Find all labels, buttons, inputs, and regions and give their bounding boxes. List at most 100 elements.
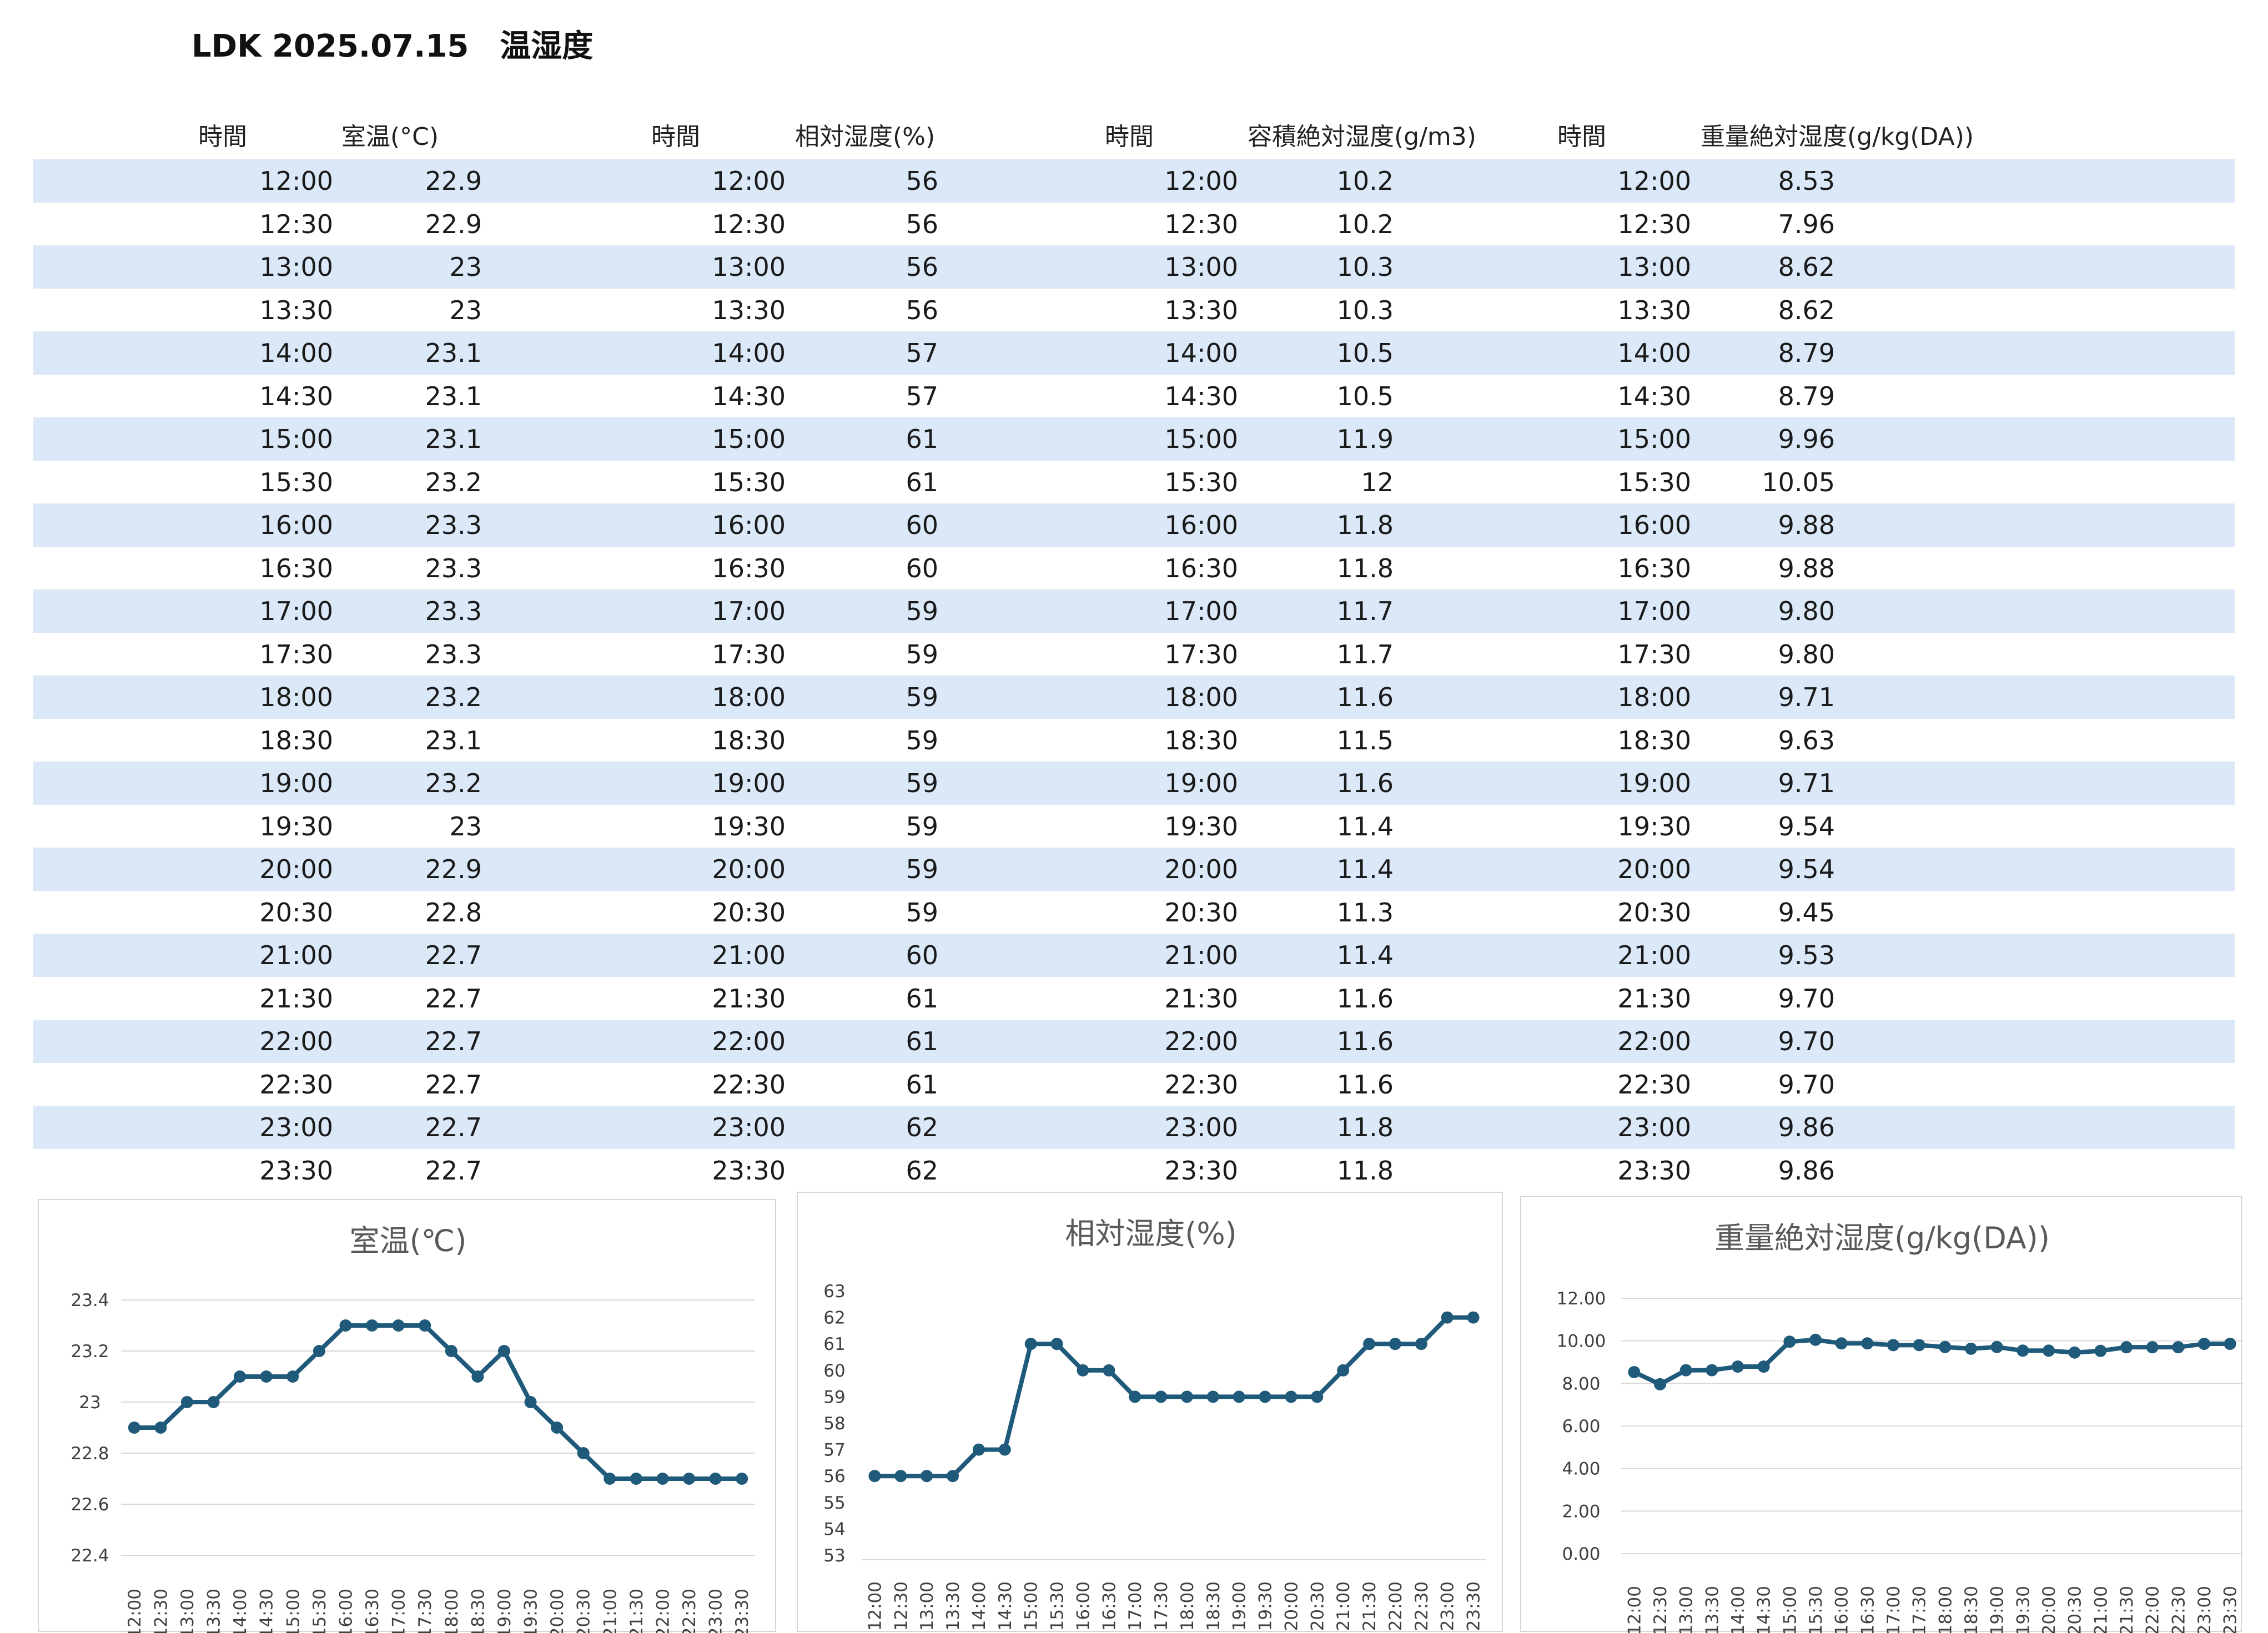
table-cell: 22.8 [425, 897, 482, 928]
x-tick-label: 20:30 [2065, 1586, 2085, 1633]
table-cell: 16:00 [1164, 510, 1238, 540]
data-point [1783, 1335, 1796, 1348]
table-cell: 61 [906, 983, 938, 1014]
chart-svg: 相対湿度(%) 63 62 61 60 59 58 57 56 55 54 53 12:00 12:30 1… [823, 1216, 1486, 1631]
table-cell: 18:00 [712, 682, 786, 712]
table-cell: 12:30 [712, 209, 786, 239]
table-cell: 20:30 [712, 897, 786, 928]
x-tick-label: 21:00 [2091, 1586, 2111, 1633]
table-cell: 11.6 [1336, 1026, 1394, 1056]
table-cell: 16:00 [259, 510, 333, 540]
table-cell: 8.53 [1778, 166, 1835, 196]
x-tick-label: 12:00 [1625, 1586, 1645, 1633]
table-cell: 21:00 [259, 940, 333, 970]
x-tick-label: 16:30 [363, 1589, 383, 1633]
table-cell: 13:00 [1617, 252, 1691, 282]
table-cell: 15:00 [712, 424, 786, 454]
data-point [1103, 1364, 1115, 1377]
table-cell: 11.4 [1336, 854, 1394, 884]
y-tick-label: 61 [823, 1334, 845, 1354]
data-point [1311, 1390, 1324, 1403]
x-tick-label: 16:30 [1099, 1581, 1119, 1631]
table-cell: 17:30 [1617, 639, 1691, 669]
x-tick-label: 22:00 [653, 1589, 673, 1633]
data-point [1706, 1364, 1718, 1377]
table-cell: 18:30 [712, 725, 786, 755]
data-point [1285, 1390, 1298, 1403]
table-cell: 9.80 [1778, 596, 1835, 626]
table-cell: 15:00 [1164, 424, 1238, 454]
table-cell: 62 [906, 1155, 938, 1186]
x-tick-label: 18:30 [1204, 1581, 1224, 1631]
table-cell: 57 [906, 338, 938, 368]
table-cell: 17:00 [259, 596, 333, 626]
x-tick-label: 22:30 [1412, 1581, 1432, 1631]
table-cell: 9.71 [1778, 682, 1835, 712]
x-tick-label: 17:30 [1151, 1581, 1171, 1631]
table-cell: 17:30 [712, 639, 786, 669]
data-point [524, 1396, 537, 1408]
table-cell: 14:00 [1164, 338, 1238, 368]
x-tick-label: 18:00 [1178, 1581, 1198, 1631]
table-cell: 18:00 [1617, 682, 1691, 712]
data-point [972, 1443, 985, 1456]
data-point [2120, 1341, 2133, 1354]
row-stripe [33, 503, 2235, 547]
table-cell: 57 [906, 381, 938, 411]
table-cell: 16:30 [1164, 553, 1238, 583]
table-cell: 61 [906, 1069, 938, 1100]
table-cell: 15:00 [1617, 424, 1691, 454]
data-point [1757, 1360, 1770, 1373]
table-cell: 19:30 [1617, 811, 1691, 841]
data-point [1467, 1311, 1480, 1324]
table-cell: 61 [906, 1026, 938, 1056]
table-cell: 14:30 [1617, 381, 1691, 411]
table-cell: 11.6 [1336, 682, 1394, 712]
table-cell: 11.9 [1336, 424, 1394, 454]
table-cell: 18:00 [1164, 682, 1238, 712]
table-cell: 9.88 [1778, 510, 1835, 540]
table-cell: 22.7 [425, 983, 482, 1014]
data-point [1628, 1366, 1641, 1379]
table-cell: 23 [449, 811, 482, 841]
table-cell: 22:30 [1617, 1069, 1691, 1100]
x-tick-label: 14:00 [1728, 1586, 1748, 1633]
x-tick-label: 20:00 [547, 1589, 567, 1633]
table-cell: 17:00 [712, 596, 786, 626]
row-stripe [33, 1020, 2235, 1063]
data-point [1654, 1378, 1666, 1390]
table-cell: 22:30 [712, 1069, 786, 1100]
data-point [551, 1422, 564, 1434]
y-tick-label: 4.00 [1562, 1459, 1600, 1479]
table-cell: 20:30 [259, 897, 333, 928]
table-cell: 23.3 [425, 639, 482, 669]
y-tick-label: 58 [823, 1414, 845, 1434]
table-cell: 19:30 [712, 811, 786, 841]
table-cell: 62 [906, 1112, 938, 1142]
data-point [1129, 1390, 1141, 1403]
table-cell: 23:30 [1617, 1155, 1691, 1186]
column-header: 時間 [1557, 123, 1606, 151]
data-point [1887, 1339, 1899, 1352]
table-cell: 12:00 [259, 166, 333, 196]
x-tick-label: 21:00 [1334, 1581, 1354, 1631]
table-cell: 12:00 [1617, 166, 1691, 196]
y-tick-label: 10.00 [1557, 1332, 1606, 1352]
x-tick-label: 17:00 [1125, 1581, 1145, 1631]
table-cell: 19:00 [1164, 768, 1238, 798]
table-cell: 22.9 [425, 854, 482, 884]
table-cell: 16:00 [712, 510, 786, 540]
x-tick-label: 18:00 [1935, 1586, 1955, 1633]
chart-title: 相対湿度(%) [1065, 1216, 1236, 1251]
x-tick-label: 15:00 [283, 1589, 303, 1633]
chart-title: 重量絶対湿度(g/kg(DA)) [1714, 1221, 2050, 1256]
table-cell: 17:00 [1164, 596, 1238, 626]
table-cell: 20:30 [1164, 897, 1238, 928]
table-cell: 59 [906, 811, 938, 841]
data-point [1077, 1364, 1089, 1377]
table-cell: 11.7 [1336, 596, 1394, 626]
table-cell: 11.7 [1336, 639, 1394, 669]
data-point [1861, 1337, 1874, 1350]
table-cell: 15:30 [259, 467, 333, 497]
data-point [234, 1370, 247, 1383]
